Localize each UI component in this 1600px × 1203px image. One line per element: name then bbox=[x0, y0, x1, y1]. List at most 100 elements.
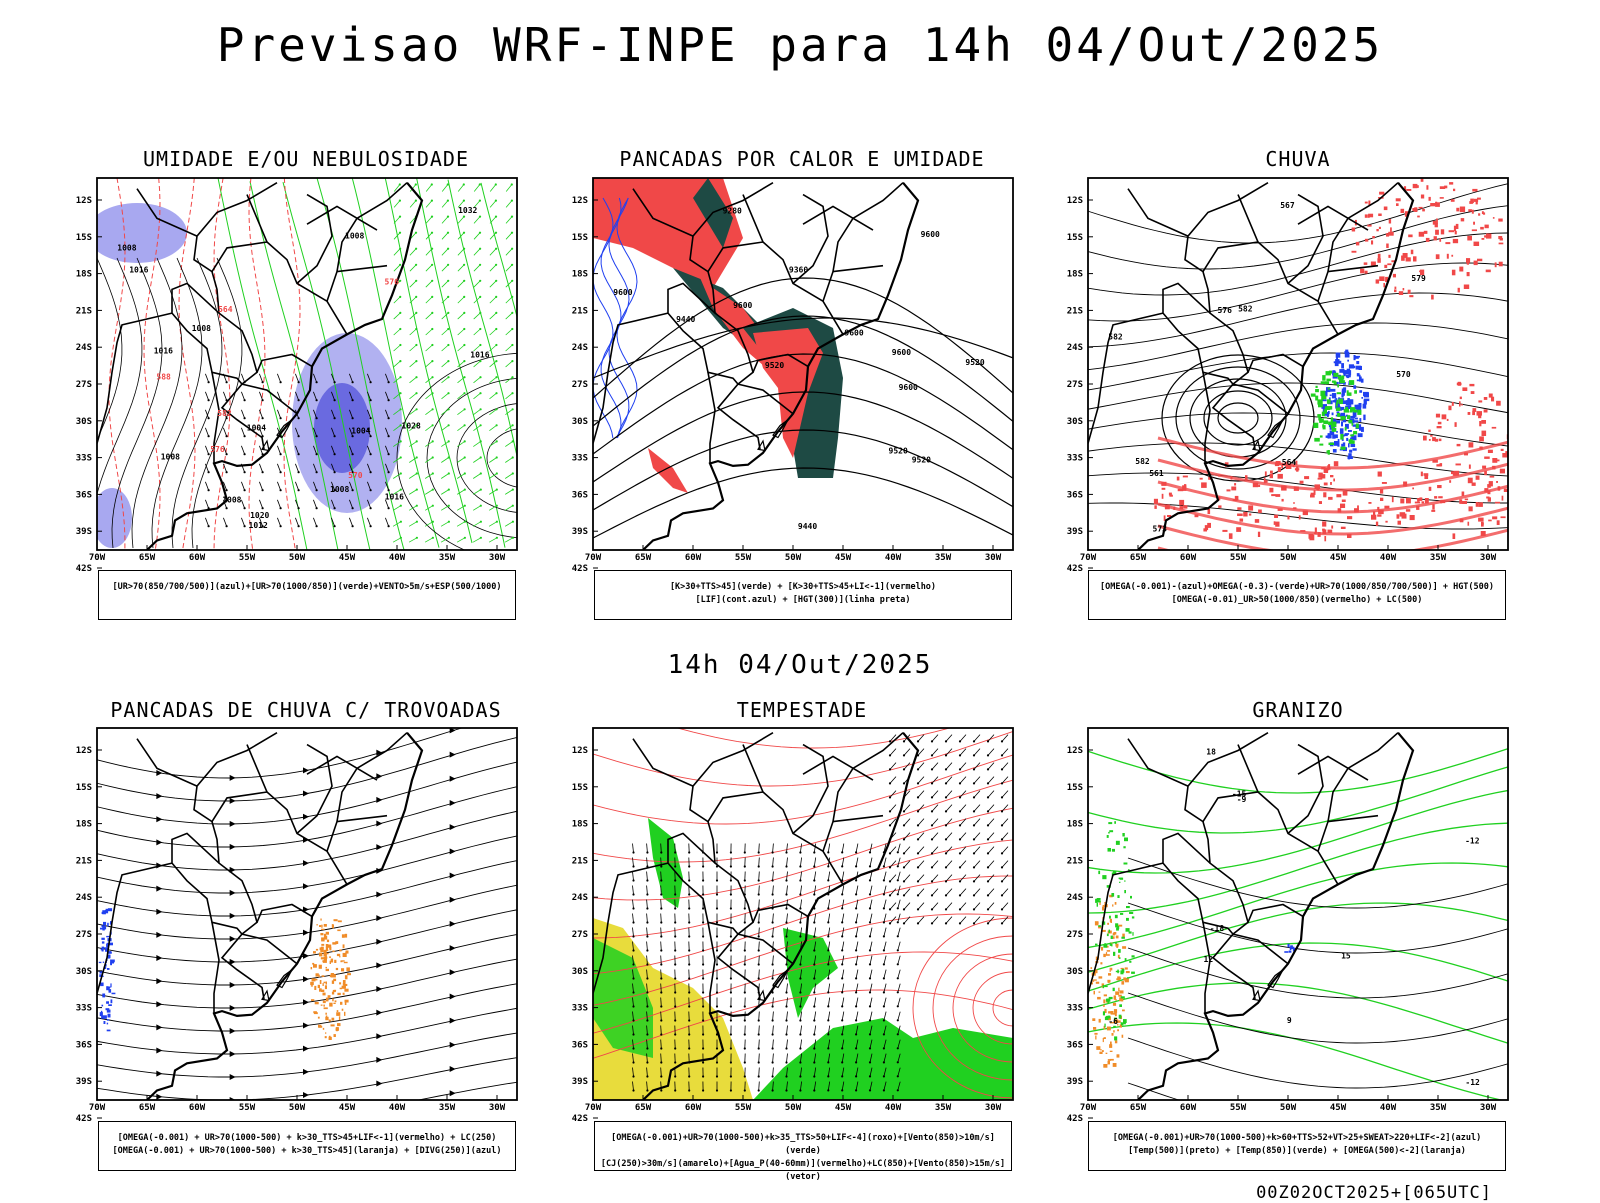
wind-vector-head bbox=[388, 435, 390, 437]
shade-omega bbox=[1327, 415, 1329, 417]
wind-vector-head bbox=[370, 381, 372, 383]
shade-rain-speck bbox=[1421, 472, 1423, 477]
wind-vector-head bbox=[646, 963, 648, 965]
contour-temp850-speck bbox=[1107, 934, 1109, 937]
shade-omega bbox=[1328, 411, 1330, 414]
shade-thunder-k bbox=[336, 968, 338, 970]
lat-tick-label: 36S bbox=[572, 490, 588, 500]
shade-rain-speck bbox=[1432, 504, 1434, 509]
shade-rain-speck bbox=[1364, 262, 1368, 265]
wind-vector-head bbox=[931, 810, 933, 812]
shade-rain-speck bbox=[1270, 474, 1273, 478]
wind-vector-head bbox=[674, 991, 676, 993]
shade-omega-strong bbox=[1340, 416, 1345, 420]
shade-rain-speck bbox=[1490, 476, 1495, 478]
shade-rain-speck bbox=[1460, 207, 1465, 213]
wind-vector-head bbox=[931, 754, 933, 756]
wind-vector-head bbox=[730, 1089, 732, 1091]
wind-vector-head bbox=[813, 949, 815, 951]
lon-tick-label: 55W bbox=[239, 553, 256, 563]
lat-tick-label: 30S bbox=[572, 967, 588, 977]
shade-rain-speck bbox=[1462, 492, 1465, 497]
shade-rain-speck bbox=[1276, 461, 1281, 465]
lat-tick-label: 18S bbox=[1067, 820, 1083, 830]
contour-temp850-speck bbox=[1119, 1004, 1122, 1007]
shade-rain-speck bbox=[1200, 478, 1203, 480]
wind-vector-head bbox=[897, 991, 899, 993]
wind-vector-head bbox=[463, 264, 465, 266]
wind-vector-head bbox=[772, 963, 774, 965]
wind-vector-head bbox=[432, 489, 434, 491]
wind-vector-head bbox=[480, 424, 482, 426]
lat-tick-label: 12S bbox=[1067, 196, 1083, 206]
contour-label: 1032 bbox=[458, 206, 477, 215]
shade-rain-speck bbox=[1352, 251, 1357, 253]
lon-tick-label: 35W bbox=[439, 553, 456, 563]
wind-vector-head bbox=[511, 183, 513, 185]
shade-omega-strong bbox=[1328, 388, 1330, 390]
wind-vector-head bbox=[280, 381, 282, 383]
lat-tick-label: 15S bbox=[572, 783, 588, 793]
wind-vector-head bbox=[479, 296, 481, 298]
wind-vector-head bbox=[496, 472, 498, 474]
shade-rain-speck bbox=[1399, 291, 1403, 295]
shade-thunder-k bbox=[333, 925, 335, 929]
shade-rain-speck bbox=[1441, 229, 1444, 234]
wind-vector-head bbox=[987, 894, 989, 896]
lat-tick-label: 33S bbox=[572, 1004, 588, 1014]
wind-vector-head bbox=[973, 922, 975, 924]
wind-vector-head bbox=[688, 879, 690, 881]
shade-omega500 bbox=[1110, 1051, 1113, 1052]
contour-label: 1008 bbox=[117, 243, 136, 252]
shade-rain-speck bbox=[1249, 514, 1251, 516]
shade-rain-speck bbox=[1384, 506, 1389, 509]
shade-divergence bbox=[108, 987, 110, 990]
wind-vector-head bbox=[496, 424, 498, 426]
shade-thunder-k bbox=[319, 953, 322, 957]
wind-vector-head bbox=[298, 489, 300, 491]
shade-omega-strong bbox=[1347, 390, 1349, 396]
wind-vector-head bbox=[416, 505, 418, 507]
lon-tick-label: 45W bbox=[339, 553, 356, 563]
wind-vector-head bbox=[479, 328, 481, 330]
shade-rain-speck bbox=[1468, 209, 1472, 212]
wind-vector-head bbox=[917, 922, 919, 924]
wind-vector-head bbox=[632, 1019, 634, 1021]
wind-vector-head bbox=[799, 1019, 801, 1021]
wind-vector-head bbox=[917, 796, 919, 798]
shade-divergence bbox=[108, 1004, 112, 1006]
wind-vector-head bbox=[262, 417, 264, 419]
wind-vector-head bbox=[511, 280, 513, 282]
shade-divergence bbox=[108, 1014, 111, 1018]
contour-label: 1008 bbox=[345, 232, 364, 241]
shade-rain-speck bbox=[1510, 444, 1512, 447]
wind-vector-head bbox=[716, 879, 718, 881]
wind-vector-head bbox=[827, 851, 829, 853]
wind-vector-head bbox=[813, 1033, 815, 1035]
wind-vector-head bbox=[431, 296, 433, 298]
shade-rain-speck bbox=[1504, 489, 1508, 492]
shade-rain-speck bbox=[1476, 502, 1478, 507]
contour-label: 570 bbox=[348, 471, 363, 480]
shade-rain-speck bbox=[1467, 236, 1472, 241]
shade-omega bbox=[1330, 389, 1335, 392]
wind-vector-head bbox=[415, 392, 417, 394]
wind-vector-head bbox=[973, 796, 975, 798]
shade-rain-speck bbox=[1342, 500, 1346, 503]
wind-vector-head bbox=[827, 949, 829, 951]
shade-rain-speck bbox=[1271, 494, 1275, 496]
wind-vector-head bbox=[244, 525, 246, 527]
wind-vector-head bbox=[447, 328, 449, 330]
wind-vector-head bbox=[262, 507, 264, 509]
contour-label: 1008 bbox=[192, 324, 211, 333]
shade-thunder-k bbox=[325, 957, 327, 959]
wind-vector-head bbox=[889, 866, 891, 868]
wind-vector-head bbox=[799, 1033, 801, 1035]
shade-rain-speck bbox=[1433, 221, 1437, 225]
wind-vector-head bbox=[415, 312, 417, 314]
shade-rain-speck bbox=[1430, 203, 1435, 206]
shade-rain-speck bbox=[1484, 409, 1488, 412]
wind-vector-head bbox=[495, 232, 497, 234]
shade-omega-strong bbox=[1340, 447, 1345, 450]
